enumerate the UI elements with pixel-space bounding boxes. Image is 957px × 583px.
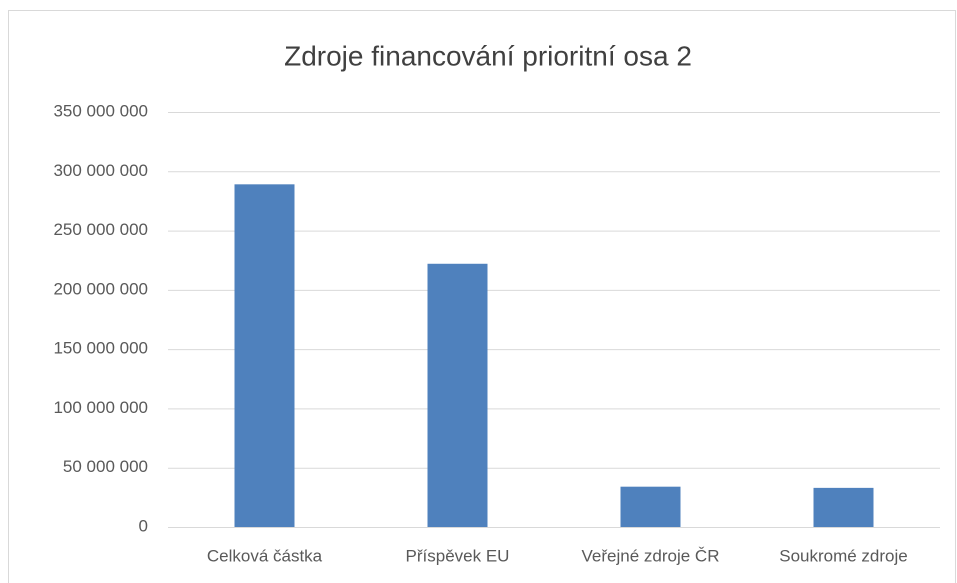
- y-tick-label: 0: [139, 516, 148, 535]
- y-tick-label: 250 000 000: [53, 220, 148, 239]
- y-tick-label: 100 000 000: [53, 398, 148, 417]
- x-tick-label: Příspěvek EU: [406, 546, 510, 565]
- bar: [427, 263, 488, 527]
- y-tick-label: 300 000 000: [53, 161, 148, 180]
- y-tick-label: 150 000 000: [53, 339, 148, 358]
- y-tick-label: 50 000 000: [63, 457, 148, 476]
- bar: [813, 487, 874, 527]
- chart-title: Zdroje financování prioritní osa 2: [284, 40, 692, 71]
- y-tick-label: 200 000 000: [53, 279, 148, 298]
- x-tick-label: Celková částka: [207, 546, 323, 565]
- y-tick-label: 350 000 000: [53, 101, 148, 120]
- x-tick-label: Veřejné zdroje ČR: [582, 546, 720, 565]
- x-tick-label: Soukromé zdroje: [779, 546, 908, 565]
- bar: [234, 184, 295, 528]
- bar: [620, 486, 681, 527]
